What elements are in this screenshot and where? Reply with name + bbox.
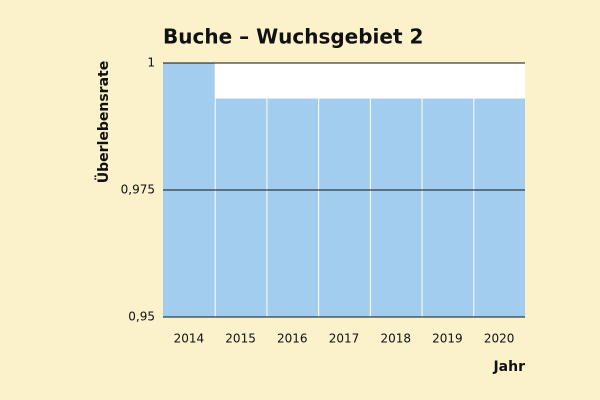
- x-tick-label: 2015: [225, 332, 256, 346]
- x-tick-label: 2016: [277, 332, 308, 346]
- bar: [422, 98, 474, 317]
- x-axis-label: Jahr: [492, 359, 525, 375]
- y-tick-label: 0,975: [121, 183, 155, 197]
- x-tick-label: 2018: [380, 332, 411, 346]
- chart-title: Buche – Wuchsgebiet 2: [163, 25, 423, 49]
- bar: [319, 98, 370, 317]
- x-tick-label: 2017: [329, 332, 360, 346]
- bar: [474, 98, 525, 317]
- x-tick-label: 2019: [432, 332, 463, 346]
- x-tick-label: 2014: [174, 332, 205, 346]
- y-tick-label: 1: [147, 56, 155, 70]
- bar: [215, 98, 267, 317]
- bar: [267, 98, 319, 317]
- y-axis-label: Überlebensrate: [94, 61, 112, 183]
- x-tick-label: 2020: [484, 332, 515, 346]
- y-tick-label: 0,95: [128, 310, 155, 324]
- bar: [370, 98, 422, 317]
